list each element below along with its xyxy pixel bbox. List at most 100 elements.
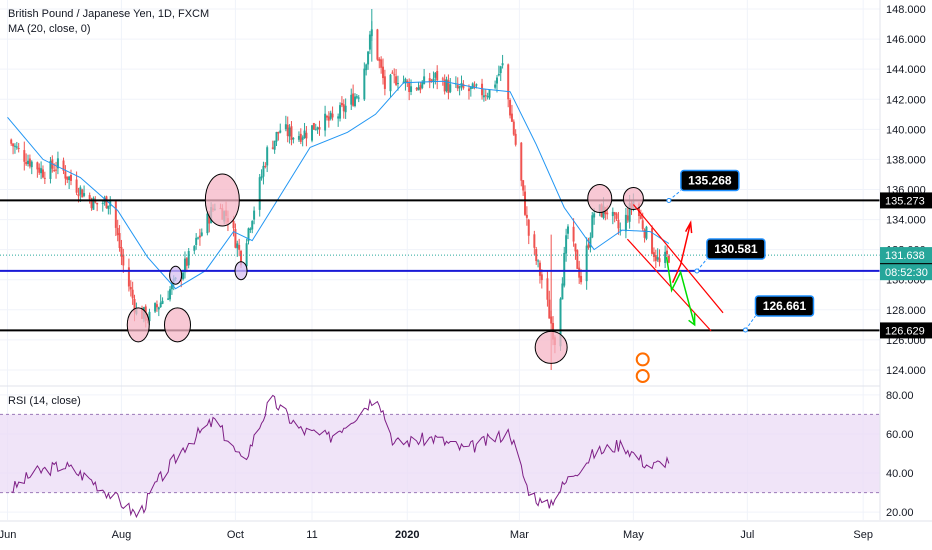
candle-body xyxy=(368,34,371,50)
candle-body xyxy=(561,283,564,300)
candle-body xyxy=(658,258,661,263)
rsi-line xyxy=(11,394,670,519)
callout-label: 130.581 xyxy=(714,242,758,256)
candle-body xyxy=(481,83,484,96)
candle-body xyxy=(232,220,235,229)
candle-body xyxy=(236,243,239,249)
candle-body xyxy=(101,203,104,205)
candle-body xyxy=(183,258,186,273)
candle-body xyxy=(591,215,594,238)
candle-body xyxy=(580,275,583,283)
candle-body xyxy=(154,303,157,312)
candle-body xyxy=(548,299,551,319)
candle-body xyxy=(170,283,173,290)
y-tick-label: 144.000 xyxy=(886,64,926,76)
candle-body xyxy=(436,70,439,81)
candle-body xyxy=(55,169,58,171)
candle-body xyxy=(355,96,358,98)
candle-body xyxy=(641,220,644,229)
candle-body xyxy=(410,86,413,92)
candle-body xyxy=(540,274,543,281)
candle-body xyxy=(66,176,69,180)
callout-label: 135.268 xyxy=(688,174,732,188)
candle-body xyxy=(537,260,540,262)
candle-body xyxy=(290,126,293,140)
candle-body xyxy=(585,245,588,282)
highlight-circle xyxy=(204,173,240,227)
candle-body xyxy=(64,171,67,179)
y-tick-label: 124.000 xyxy=(886,365,926,377)
y-tick-label: 148.000 xyxy=(886,4,926,16)
candle-body xyxy=(652,252,655,257)
candle-body xyxy=(288,127,291,137)
candle-body xyxy=(432,78,435,82)
price-tag-bg xyxy=(880,247,932,264)
candle-body xyxy=(275,132,278,142)
highlight-circle xyxy=(587,184,613,214)
rsi-band xyxy=(0,414,880,493)
candle-body xyxy=(240,250,243,266)
candle-body xyxy=(12,143,15,147)
candle-body xyxy=(512,121,515,135)
candle-body xyxy=(501,63,504,66)
candle-body xyxy=(559,298,562,347)
candle-body xyxy=(28,158,31,167)
candle-body xyxy=(458,86,461,89)
candle-body xyxy=(395,76,398,85)
candle-body xyxy=(495,77,498,84)
candle-body xyxy=(353,96,356,107)
candle-body xyxy=(538,262,541,276)
candle-body xyxy=(273,140,276,150)
x-tick-label: Sep xyxy=(853,529,873,541)
candle-body xyxy=(415,88,418,90)
y-tick-label: 138.000 xyxy=(886,154,926,166)
candle-body xyxy=(318,127,321,130)
candle-body xyxy=(566,226,569,234)
callout-leader xyxy=(696,258,708,272)
candle-body xyxy=(279,130,282,133)
x-tick-label: Jul xyxy=(740,529,754,541)
rsi-tick-label: 40.00 xyxy=(886,468,914,480)
candle-body xyxy=(443,79,446,92)
candle-body xyxy=(624,214,627,232)
candle-body xyxy=(383,76,386,89)
channel-upper-line xyxy=(632,204,724,314)
candle-body xyxy=(187,251,190,266)
candle-body xyxy=(522,180,525,191)
candle-body xyxy=(494,84,497,88)
candle-body xyxy=(297,136,300,140)
candle-body xyxy=(363,68,366,100)
arrow-down-path xyxy=(665,257,696,326)
highlight-circle xyxy=(169,265,183,285)
candle-body xyxy=(417,87,420,91)
x-tick-label: Jun xyxy=(0,529,16,541)
callout-box xyxy=(680,169,740,192)
candle-body xyxy=(314,129,317,131)
candle-body xyxy=(565,235,568,254)
callout-box xyxy=(706,238,766,260)
candle-body xyxy=(527,219,530,236)
candle-body xyxy=(331,113,334,118)
price-tag-label: 135.273 xyxy=(885,195,925,207)
candle-body xyxy=(264,165,267,167)
price-tag-bg xyxy=(880,264,932,281)
candle-body xyxy=(423,76,426,84)
candle-body xyxy=(88,195,91,200)
candle-body xyxy=(510,113,513,122)
candle-body xyxy=(118,233,121,248)
candle-body xyxy=(120,247,123,257)
candle-body xyxy=(628,203,631,222)
candle-body xyxy=(666,250,669,255)
candle-body xyxy=(471,83,474,89)
candle-body xyxy=(161,300,164,304)
candle-body xyxy=(23,150,26,162)
candle-body xyxy=(286,124,289,137)
x-tick-label: Mar xyxy=(510,529,529,541)
candle-body xyxy=(114,201,117,228)
candle-body xyxy=(253,210,256,220)
candle-body xyxy=(546,278,549,300)
candle-body xyxy=(514,133,517,145)
candle-body xyxy=(234,229,237,248)
candle-body xyxy=(389,74,392,92)
